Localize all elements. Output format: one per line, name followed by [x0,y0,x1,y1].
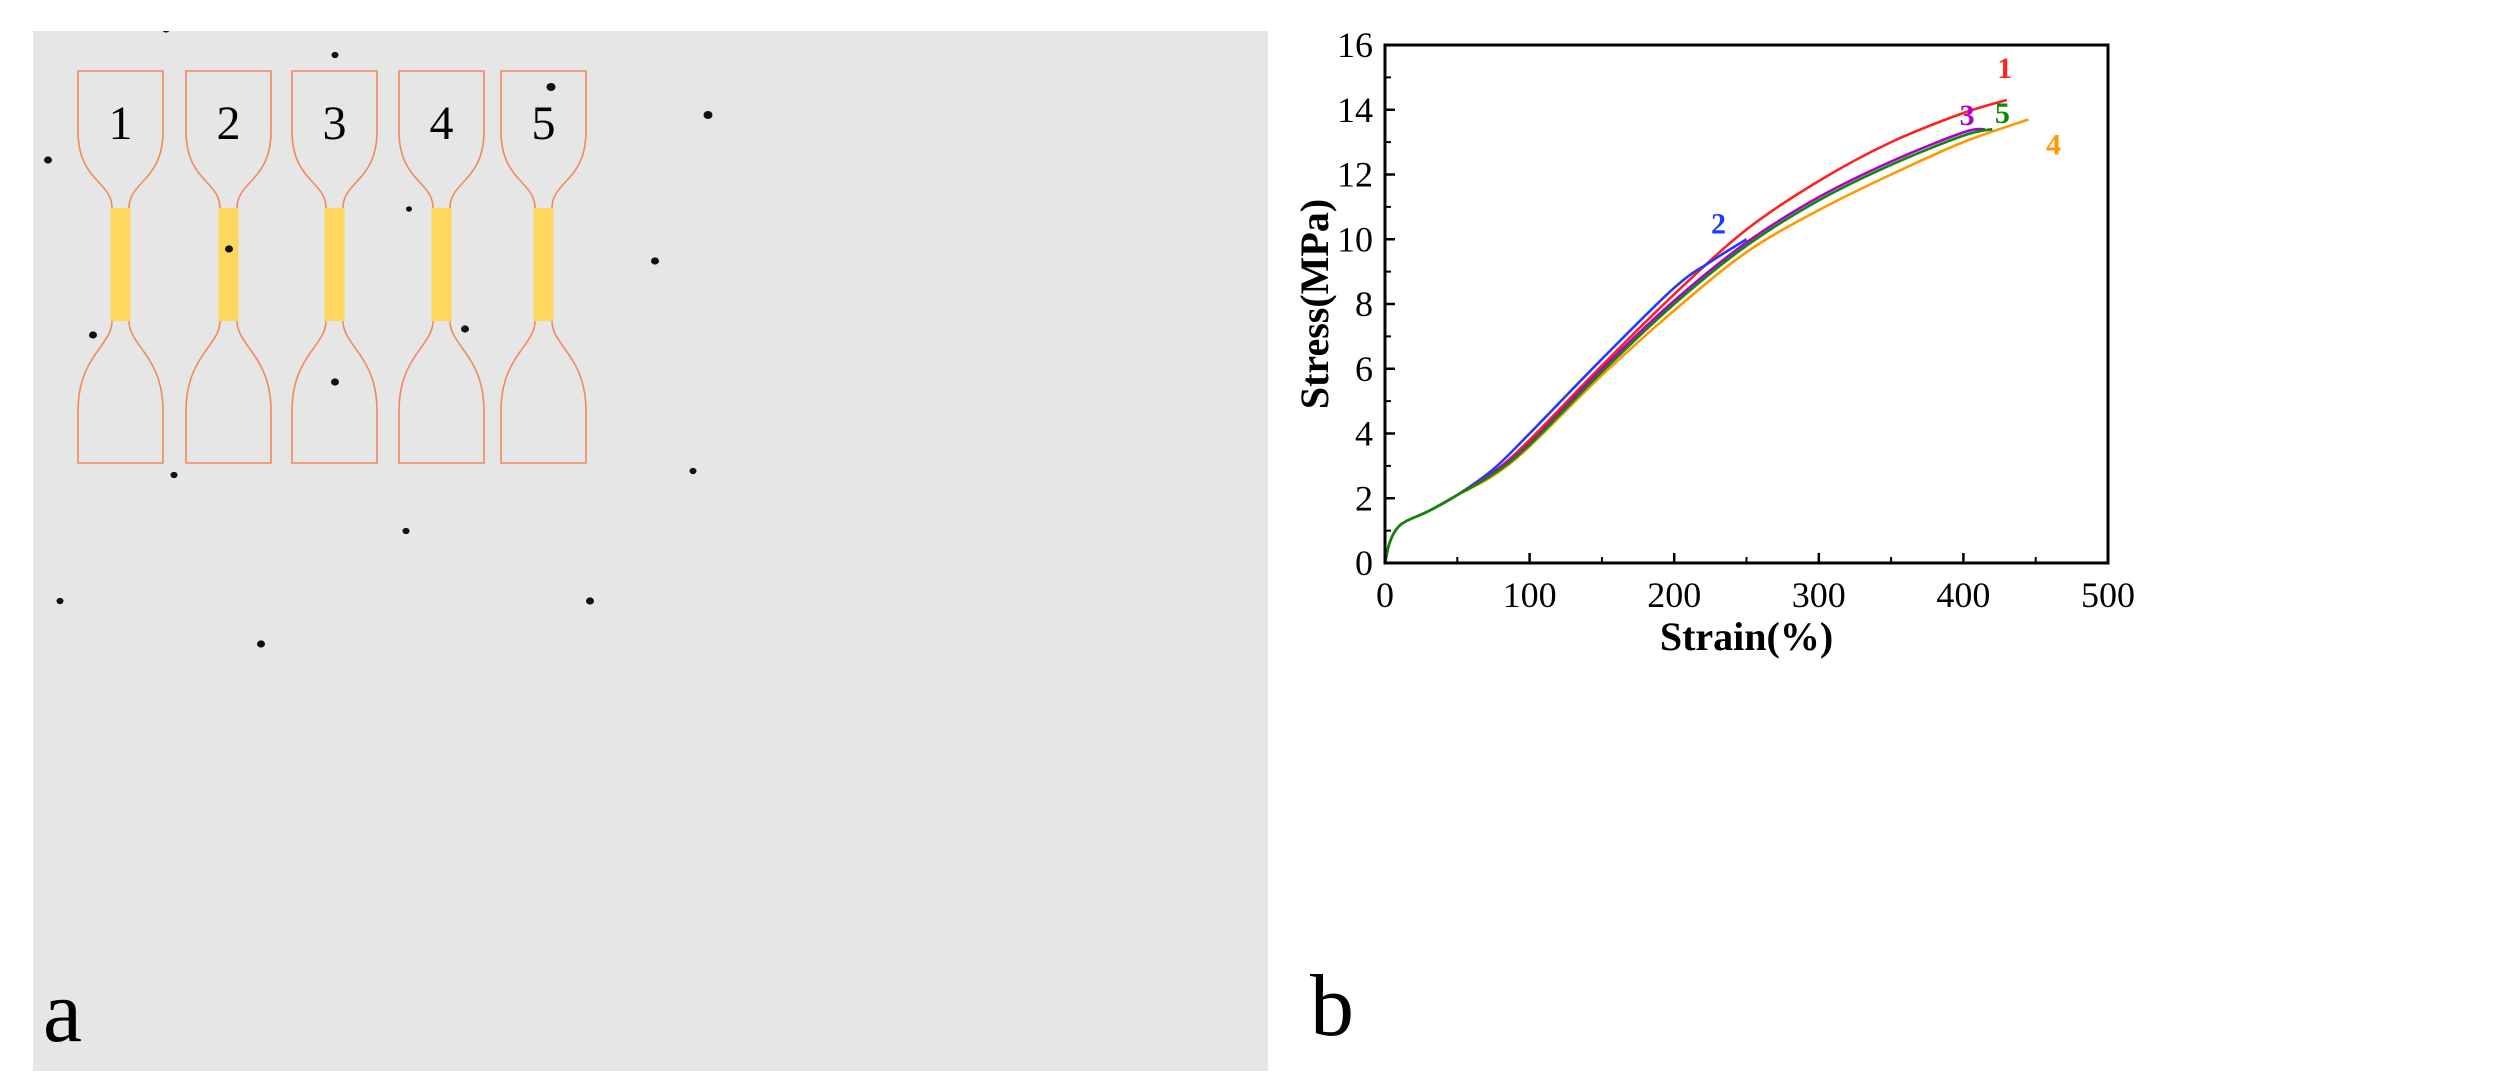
specimen-4: 4 [398,70,485,464]
series-label-4: 4 [2046,128,2061,161]
y-tick-label: 16 [1337,25,1373,65]
series-labels: 1 2 3 4 5 [1711,52,2061,240]
dust-dot [257,640,265,648]
y-tick-label: 8 [1355,284,1373,324]
specimen-number: 4 [430,97,454,150]
dust-dot [331,51,339,59]
dust-dot [225,245,233,253]
gauge-section [533,208,554,321]
y-tick-label: 14 [1337,90,1373,130]
dust-dot [546,82,556,92]
series-label-1: 1 [1997,52,2012,85]
dust-dot [402,527,410,535]
specimen-3: 3 [291,70,378,464]
gauge-section [431,208,452,321]
dust-dot [406,206,412,212]
y-axis-ticks: 0 2 4 6 8 10 12 14 16 [1337,25,1395,583]
specimen-number: 2 [217,97,241,150]
dust-dot [331,378,339,386]
specimen-outline [500,70,587,464]
series-label-5: 5 [1995,97,2010,130]
series-label-3: 3 [1960,99,1975,132]
specimen-panel-background [33,31,1268,1071]
dust-dot [703,110,713,120]
specimen-number: 1 [109,97,133,150]
dust-dot [44,156,52,164]
dust-dot [586,597,594,605]
dust-dot [651,257,659,265]
dust-dot [461,325,469,333]
dust-dot [170,471,178,479]
y-tick-label: 10 [1337,219,1373,259]
x-tick-label: 100 [1503,575,1557,615]
specimen-2: 2 [185,70,272,464]
y-tick-label: 12 [1337,155,1373,195]
x-tick-label: 0 [1376,575,1394,615]
series-line-5 [1383,127,1993,564]
panel-label-b: b [1310,958,1354,1055]
specimen-panel: 1 2 3 4 5 a [33,25,1268,1071]
specimen-number: 5 [532,97,556,150]
gauge-section [110,208,131,321]
specimen-outline [398,70,485,464]
specimen-diagram: 1 2 3 4 5 a [33,25,1268,1071]
dust-dot [689,467,697,475]
x-tick-label: 300 [1792,575,1846,615]
specimen-5: 5 [500,70,587,464]
y-tick-label: 0 [1355,543,1373,583]
gauge-section [218,208,239,321]
x-axis-ticks: 0 100 200 300 400 500 [1376,553,2135,615]
x-tick-label: 200 [1647,575,1701,615]
y-axis-title: Stress(MPa) [1292,199,1337,409]
panel-label-a: a [43,964,82,1061]
x-tick-label: 400 [1936,575,1990,615]
specimen-outline [185,70,272,464]
specimen-outline [291,70,378,464]
specimen-1: 1 [77,70,164,464]
x-tick-label: 500 [2081,575,2135,615]
specimen-group: 1 2 3 4 5 [77,70,587,464]
series-line-3 [1383,127,1986,564]
dust-dot [89,331,97,339]
y-tick-label: 6 [1355,349,1373,389]
specimen-number: 3 [323,97,347,150]
y-tick-label: 2 [1355,478,1373,518]
x-axis-title: Strain(%) [1660,614,1833,659]
specimen-outline [77,70,164,464]
series-group [1383,98,2029,564]
gauge-section [324,208,345,321]
dust-dot [56,597,64,605]
series-label-2: 2 [1711,207,1726,240]
series-line-1 [1383,98,2008,564]
y-tick-label: 4 [1355,414,1373,454]
series-line-4 [1383,118,2029,564]
